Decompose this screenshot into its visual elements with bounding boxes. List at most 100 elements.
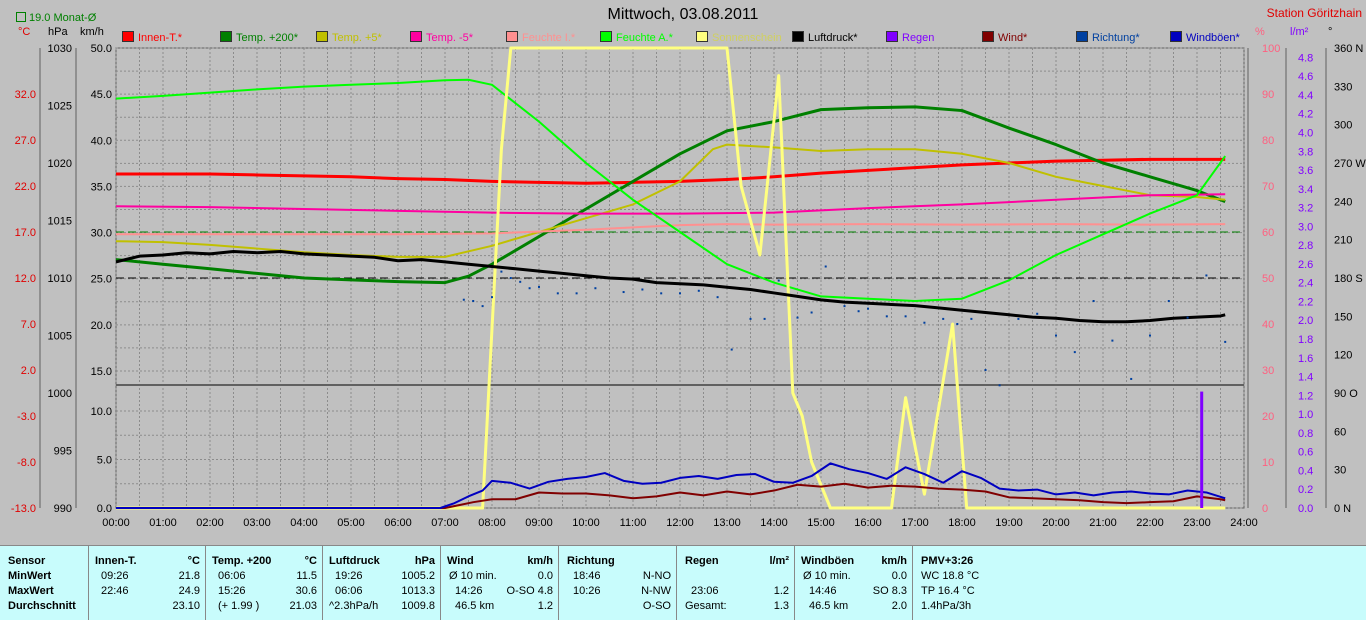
luft-trend: ^2.3hPa/h	[329, 600, 379, 612]
wind-tick-label: 10.0	[91, 406, 112, 418]
wind-tick-label: 20.0	[91, 320, 112, 332]
innen-min: 21.8	[178, 570, 200, 582]
unit-pressure: hPa	[48, 26, 68, 38]
legend-item[interactable]: Regen	[886, 31, 934, 44]
series-temp-5-line	[115, 193, 1226, 215]
pressure-tick-label: 1015	[48, 216, 72, 228]
wind-tick-label: 5.0	[97, 455, 112, 467]
temp200-max-time: 15:26	[218, 585, 246, 597]
series-richtung-point	[556, 292, 559, 295]
luft-min-time: 19:26	[335, 570, 363, 582]
rain-tick-label: 1.8	[1298, 334, 1313, 346]
series-richtung-point	[1073, 351, 1076, 354]
series-richtung-point	[491, 296, 493, 299]
legend-swatch	[506, 31, 518, 42]
wind-min-label: Ø 10 min.	[449, 570, 497, 582]
rain-tick-label: 2.4	[1298, 278, 1313, 290]
series-richtung-point	[472, 300, 475, 302]
unit-temp: °C	[18, 26, 31, 38]
unit-wind-table: km/h	[527, 555, 553, 567]
temp200-avg: 21.03	[289, 600, 317, 612]
direction-tick-label: 120	[1334, 350, 1352, 362]
direction-tick-label: 330	[1334, 81, 1352, 93]
rain-tick-label: 3.4	[1298, 184, 1313, 196]
hdr-temp200: Temp. +200	[212, 555, 272, 567]
checkbox-icon[interactable]	[16, 12, 26, 22]
x-tick-label: 01:00	[149, 517, 177, 529]
pressure-tick-label: 990	[54, 503, 72, 515]
series-richtung-point	[575, 292, 578, 295]
temp-tick-label: -3.0	[17, 411, 36, 423]
richtung-max-time: 10:26	[573, 585, 601, 597]
rain-tick-label: 1.6	[1298, 353, 1313, 365]
x-tick-label: 04:00	[290, 517, 318, 529]
legend-label: Temp. +5*	[332, 32, 382, 44]
series-richtung-point	[904, 315, 907, 318]
legend-item[interactable]: Sonnenschein	[696, 31, 782, 44]
rain-tick-label: 4.2	[1298, 109, 1313, 121]
series-feuchte-i-line	[116, 223, 1226, 236]
legend-item[interactable]: Temp. +200*	[220, 31, 298, 44]
wind-tick-label: 30.0	[91, 228, 112, 240]
temp-tick-label: -8.0	[17, 457, 36, 469]
rain-tick-label: 4.6	[1298, 71, 1313, 83]
legend-swatch	[696, 31, 708, 42]
direction-tick-label: 60	[1334, 426, 1346, 438]
legend-swatch	[1170, 31, 1182, 42]
series-richtung-point	[810, 311, 813, 314]
series-richtung-point	[1224, 340, 1227, 343]
legend-label: Innen-T.*	[138, 32, 183, 44]
legend-item[interactable]: Windböen*	[1170, 31, 1240, 44]
legend-item[interactable]: Temp. -5*	[410, 31, 473, 44]
rain-tick-label: 0.0	[1298, 503, 1313, 515]
series-richtung-point	[998, 384, 1001, 387]
rain-tick-label: 2.2	[1298, 296, 1313, 308]
unit-temp200: °C	[304, 555, 317, 567]
temp-tick-label: 12.0	[15, 273, 36, 285]
richtung-min-time: 18:46	[573, 570, 601, 582]
rain-tick-label: 1.0	[1298, 409, 1313, 421]
hdr-wind: Wind	[447, 555, 474, 567]
legend-item[interactable]: Innen-T.*	[122, 31, 182, 44]
rain-tick-label: 2.8	[1298, 240, 1313, 252]
legend-label: Regen	[902, 32, 935, 44]
legend-item[interactable]: Richtung*	[1076, 31, 1140, 44]
legend-item[interactable]: Feuchte A.*	[600, 31, 673, 44]
legend-item[interactable]: Feuchte I.*	[506, 31, 575, 44]
x-tick-label: 14:00	[760, 517, 788, 529]
series-windböen-line	[116, 462, 1226, 509]
series-richtung-point	[538, 285, 540, 288]
legend-label: Windböen*	[1186, 32, 1240, 44]
rain-tick-label: 4.4	[1298, 90, 1313, 102]
rain-tick-label: 0.4	[1298, 465, 1313, 477]
x-tick-label: 21:00	[1089, 517, 1117, 529]
direction-tick-label: 180 S	[1334, 273, 1363, 285]
boeen-min: 0.0	[891, 570, 907, 582]
legend-swatch	[792, 31, 804, 42]
col-temp200: Temp. +200 °C 06:06 11.5 15:26 30.6 (+ 1…	[205, 546, 323, 620]
legend-item[interactable]: Wind*	[982, 31, 1027, 44]
regen-total: 1.3	[773, 600, 789, 612]
series-richtung-point	[796, 316, 799, 319]
innen-max-time: 22:46	[101, 585, 129, 597]
legend-swatch	[1076, 31, 1088, 42]
series-richtung-point	[970, 317, 973, 320]
x-tick-label: 10:00	[572, 517, 600, 529]
direction-tick-label: 300	[1334, 120, 1352, 132]
humidity-tick-label: 20	[1262, 411, 1274, 423]
x-tick-label: 08:00	[478, 517, 506, 529]
regen-total-label: Gesamt:	[685, 600, 727, 612]
pressure-tick-label: 1010	[48, 273, 72, 285]
legend-item[interactable]: Luftdruck*	[792, 31, 858, 44]
series-richtung-point	[1017, 317, 1020, 320]
rain-tick-label: 1.2	[1298, 390, 1313, 402]
temp200-max: 30.6	[295, 585, 317, 597]
series-richtung-point	[824, 265, 827, 268]
wind-tick-label: 45.0	[91, 89, 112, 101]
series-richtung-point	[528, 287, 531, 290]
legend-item[interactable]: Temp. +5*	[316, 31, 382, 44]
wind-avg: 1.2	[537, 600, 553, 612]
humidity-tick-label: 80	[1262, 135, 1274, 147]
series-richtung-point	[462, 298, 465, 301]
series-richtung-point	[749, 317, 752, 320]
